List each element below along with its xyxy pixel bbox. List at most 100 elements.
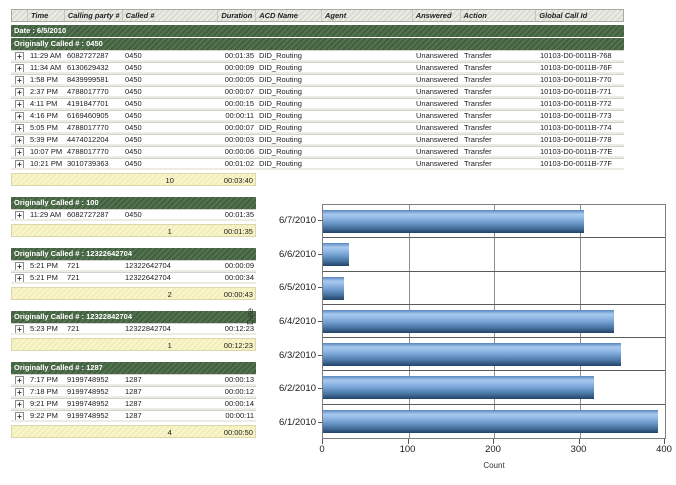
chart-y-tick-text: 6/4/2010 (279, 316, 316, 328)
chart-x-tick-label: 300 (570, 444, 587, 455)
chart-bar (323, 343, 621, 367)
cell-calling-party: 721 (67, 261, 80, 270)
cell-called: 0450 (125, 111, 142, 120)
cell-expand: + (11, 86, 27, 96)
expand-icon[interactable]: + (15, 76, 24, 84)
chart-y-tick-label: 6/3/2010 (258, 338, 322, 372)
cell-global-call-id: 10103-D0-0011B-76F (540, 63, 612, 72)
expand-icon[interactable]: + (15, 112, 24, 120)
column-header-duration: Duration (218, 10, 257, 21)
cell-time: 2:37 PM (30, 87, 58, 96)
y-tick-mark (318, 421, 322, 423)
expand-icon[interactable]: + (15, 274, 24, 282)
cell-acd-name: DID_Routing (259, 51, 302, 60)
cell-expand: + (11, 386, 27, 396)
cell-expand: + (11, 74, 27, 84)
expand-icon[interactable]: + (15, 136, 24, 144)
chart-y-tick-text: 6/3/2010 (279, 349, 316, 361)
column-header-time: Time (28, 10, 65, 21)
cell-expand: + (11, 260, 27, 270)
summary-count: 1 (167, 227, 172, 236)
cell-calling-party: 6169460905 (67, 111, 109, 120)
cell-called: 0450 (125, 210, 142, 219)
cell-expand: + (11, 158, 27, 168)
cell-duration: 00:00:07 (224, 87, 254, 96)
cell-time: 11:34 AM (30, 63, 62, 72)
chart-x-tick-label: 100 (399, 444, 416, 455)
cell-called: 12322642704 (125, 273, 171, 282)
column-header-answered: Answered (413, 10, 461, 21)
cell-agent (322, 134, 413, 144)
expand-icon[interactable]: + (15, 64, 24, 72)
table-row: +5:21 PM 721 12322642704 00:00:34 (11, 272, 256, 284)
chart-x-tick-label: 200 (485, 444, 501, 455)
group-summary-row: 1 00:12:23 (11, 338, 256, 351)
column-header-global-call-id: Global Call Id (539, 11, 588, 20)
expand-icon[interactable]: + (15, 400, 24, 408)
chart-bar (323, 309, 614, 333)
cell-time: 5:21 PM (30, 273, 58, 282)
expand-icon[interactable]: + (15, 100, 24, 108)
cell-called: 0450 (125, 75, 142, 84)
group-header: Originally Called # : 12322842704 (11, 311, 256, 323)
expand-icon[interactable]: + (15, 262, 24, 270)
expand-icon[interactable]: + (15, 124, 24, 132)
cell-called: 0450 (125, 63, 142, 72)
cell-action: Transfer (464, 99, 492, 108)
cell-global-call-id: 10103-D0-0011B-768 (540, 51, 612, 60)
cell-calling-party: 9199748952 (67, 399, 109, 408)
cell-global-call-id: 10103-D0-0011B-774 (540, 123, 612, 132)
table-row: +10:07 PM 4788017770 0450 00:00:06 DID_Routi… (11, 146, 624, 158)
cell-agent (322, 158, 413, 168)
cell-time: 4:16 PM (30, 111, 58, 120)
cell-called: 1287 (125, 387, 142, 396)
cell-duration: 00:01:35 (224, 51, 254, 60)
cell-duration: 00:00:14 (224, 399, 254, 408)
cell-acd-name: DID_Routing (259, 135, 302, 144)
chart-bar (323, 409, 659, 433)
report-group: Originally Called # : 1287 +7:17 PM 919974… (11, 362, 627, 438)
cell-calling-party: 6082727287 (67, 210, 109, 219)
expand-icon[interactable]: + (15, 376, 24, 384)
chart-band (323, 405, 665, 438)
cell-global-call-id: 10103-D0-0011B-772 (540, 99, 612, 108)
summary-cell-expand (12, 288, 28, 299)
cell-time: 1:58 PM (30, 75, 58, 84)
cell-called: 0450 (125, 135, 142, 144)
cell-duration: 00:12:23 (224, 324, 254, 333)
cell-answered: Unanswered (416, 51, 459, 60)
chart-band (323, 305, 665, 339)
call-report-table: Time Calling party # Called # Duration ACD N… (11, 9, 627, 438)
report-group: Date : 6/5/2010 Originally Called # : 045… (11, 25, 627, 186)
cell-duration: 00:00:12 (224, 387, 254, 396)
chart-y-axis-labels: 6/7/2010 6/6/2010 6/5/2010 6/4/2010 6/3/2010… (258, 204, 322, 439)
column-header-called: Called # (123, 10, 219, 21)
expand-icon[interactable]: + (15, 325, 24, 333)
expand-icon[interactable]: + (15, 211, 24, 219)
cell-agent (322, 74, 413, 84)
cell-agent (322, 122, 413, 132)
expand-icon[interactable]: + (15, 52, 24, 60)
cell-expand: + (11, 122, 27, 132)
expand-icon[interactable]: + (15, 148, 24, 156)
cell-calling-party: 4788017770 (67, 123, 109, 132)
expand-icon[interactable]: + (15, 412, 24, 420)
cell-agent (322, 62, 413, 72)
column-header-agent: Agent (322, 10, 413, 21)
table-row: +5:23 PM 721 12322842704 00:12:23 (11, 323, 256, 335)
cell-agent (322, 50, 413, 60)
summary-cell-expand (12, 426, 28, 437)
cell-agent (322, 146, 413, 156)
expand-icon[interactable]: + (15, 88, 24, 96)
expand-icon[interactable]: + (15, 160, 24, 168)
table-row: +1:58 PM 8439999581 0450 00:00:05 DID_Routin… (11, 74, 624, 86)
cell-calling-party: 9199748952 (67, 411, 109, 420)
column-header-expand (12, 10, 28, 21)
cell-duration: 00:00:09 (224, 261, 254, 270)
cell-expand: + (11, 110, 27, 120)
cell-answered: Unanswered (416, 159, 459, 168)
cell-time: 11:29 AM (30, 210, 62, 219)
cell-expand: + (11, 98, 27, 108)
cell-global-call-id: 10103-D0-0011B-770 (540, 75, 612, 84)
expand-icon[interactable]: + (15, 388, 24, 396)
